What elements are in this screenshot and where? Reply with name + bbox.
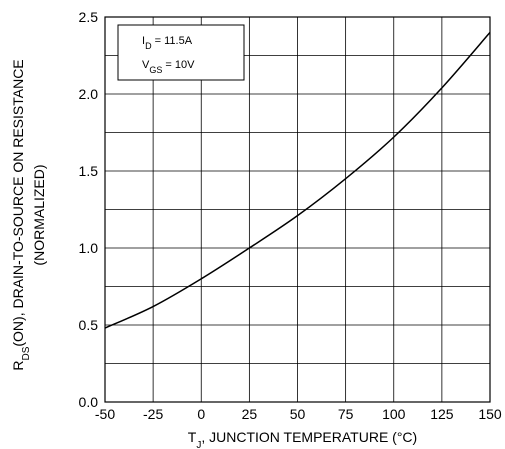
grid-lines [105,17,490,402]
x-tick-label: 50 [290,406,306,422]
y-axis-label-normalized: (NORMALIZED) [31,164,47,265]
y-tick-label: 2.5 [79,9,99,25]
y-tick-label: 0.5 [79,317,99,333]
y-tick-label: 0.0 [79,394,99,410]
x-tick-label: 125 [430,406,454,422]
legend: ID = 11.5A VGS = 10V [117,24,245,81]
x-tick-label: 75 [338,406,354,422]
x-axis-label: TJ, JUNCTION TEMPERATURE (°C) [188,429,417,449]
x-tick-label: 0 [197,406,205,422]
series-line-rds-on [104,31,491,329]
x-tick-label: 150 [478,406,502,422]
x-tick-label: -50 [95,406,115,422]
y-tick-label: 1.5 [79,163,99,179]
x-tick-label: 100 [382,406,406,422]
legend-entry-vgs: VGS = 10V [142,59,195,75]
legend-entry-id: ID = 11.5A [142,35,193,51]
x-tick-label: -25 [143,406,163,422]
y-tick-label: 2.0 [79,86,99,102]
legend-box [117,24,245,81]
x-tick-label: 25 [242,406,258,422]
y-tick-label: 1.0 [79,240,99,256]
y-axis-label: RDS(ON), DRAIN-TO-SOURCE ON RESISTANCE [10,59,32,370]
plot-frame [104,16,491,403]
y-tick-labels: 0.0 0.5 1.0 1.5 2.0 2.5 [79,9,99,410]
x-tick-labels: -50 -25 0 25 50 75 100 125 150 [95,406,502,422]
